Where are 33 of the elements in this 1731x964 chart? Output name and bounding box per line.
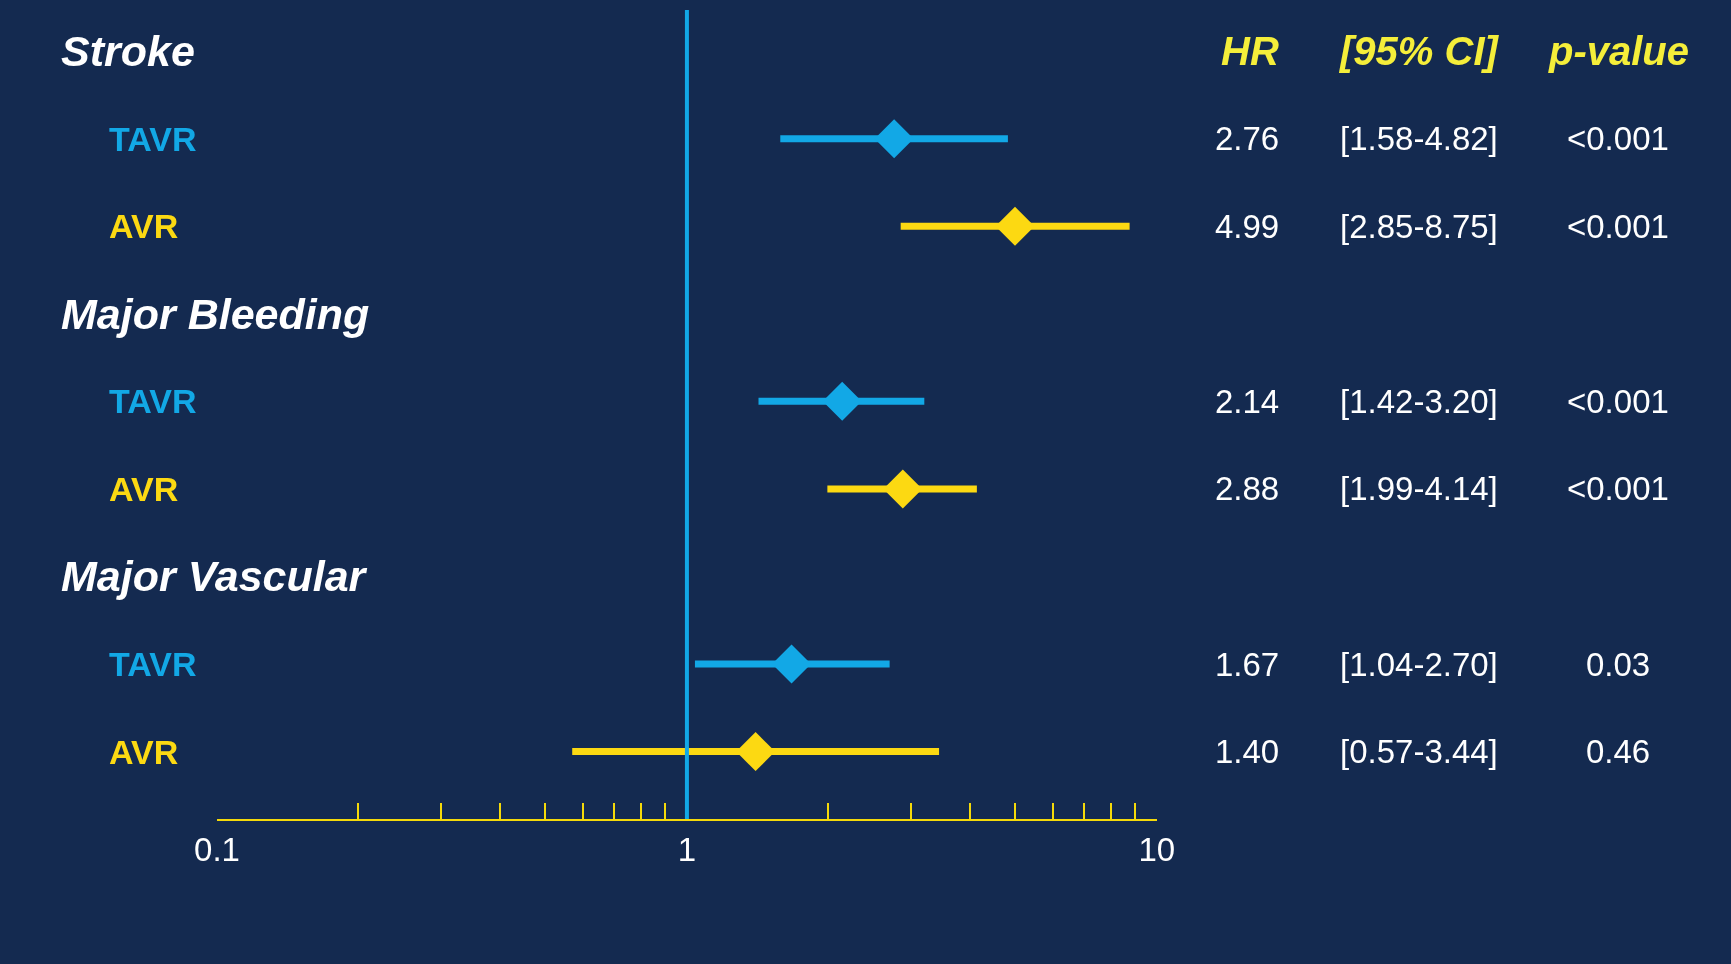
text: [1.42-3.20] [1340,383,1498,420]
text: 4.99 [1215,208,1280,245]
y-tick-label: Major Vascular [61,552,368,600]
y-tick-label: Stroke [61,27,195,75]
text: p-value [1548,29,1690,73]
text: <0.001 [1567,120,1669,157]
text: HR [1221,29,1279,73]
y-tick-label: Major Bleeding [61,290,370,338]
text: 2.14 [1215,383,1280,420]
text: [2.85-8.75] [1340,208,1498,245]
text: 1.40 [1215,733,1280,770]
text: 0.03 [1586,646,1651,683]
text: [95% CI] [1338,29,1500,73]
text: [1.58-4.82] [1340,120,1498,157]
text: [0.57-3.44] [1340,733,1498,770]
y-tick-label: TAVR [109,120,197,158]
text: [1.99-4.14] [1340,470,1498,507]
y-tick-label: AVR [109,733,179,771]
y-tick-label: AVR [109,470,179,508]
x-tick-label: 0.1 [194,830,240,868]
text: <0.001 [1567,383,1669,420]
y-tick-label: AVR [109,207,179,245]
text: [1.04-2.70] [1340,646,1498,683]
text: 2.88 [1215,470,1280,507]
text: 1.67 [1215,646,1280,683]
x-tick-label: 10 [1138,830,1176,868]
text: 2.76 [1215,120,1280,157]
y-tick-label: TAVR [109,382,197,420]
text: <0.001 [1567,470,1669,507]
x-tick-label: 1 [677,830,697,868]
y-tick-label: TAVR [109,645,197,683]
text: <0.001 [1567,208,1669,245]
text: 0.46 [1586,733,1651,770]
